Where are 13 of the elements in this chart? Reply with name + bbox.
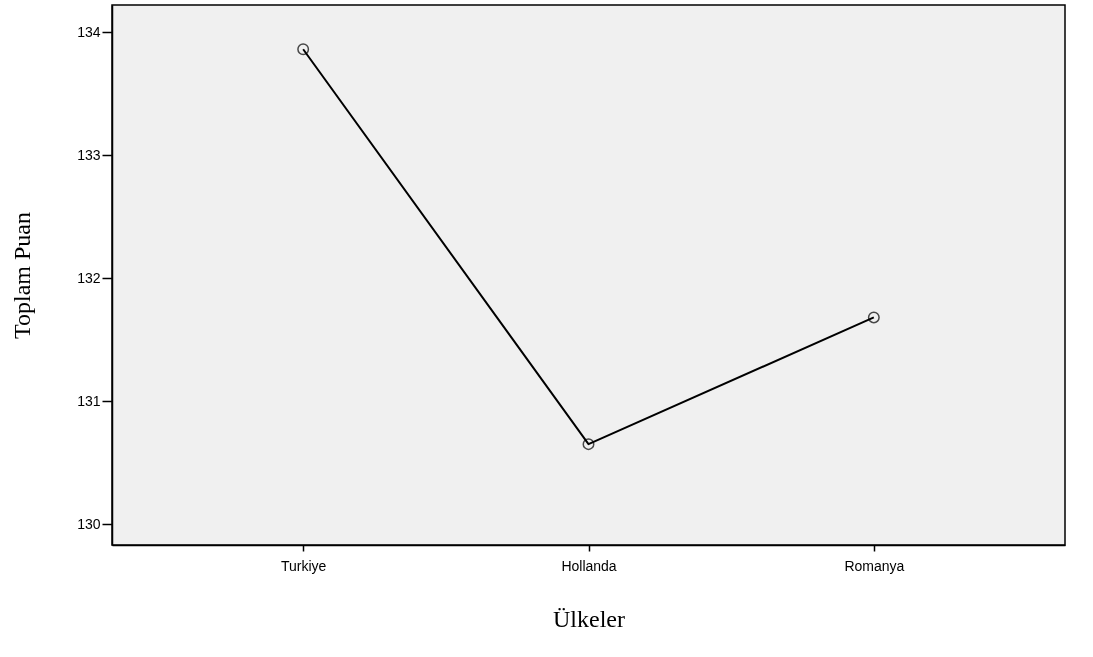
y-axis-title: Toplam Puan xyxy=(9,212,36,339)
x-axis-title: Ülkeler xyxy=(553,605,625,632)
x-tick-label: Hollanda xyxy=(561,557,617,574)
x-tick-label: Romanya xyxy=(844,557,905,574)
y-tick-label: 134 xyxy=(77,23,101,40)
point xyxy=(582,438,595,451)
y-tick-label: 130 xyxy=(77,515,101,532)
point xyxy=(867,311,880,324)
y-tick-label: 132 xyxy=(77,269,101,286)
point xyxy=(297,43,310,56)
y-tick-label: 133 xyxy=(77,146,101,163)
x-tick-label: Turkiye xyxy=(280,557,327,574)
y-tick-label: 131 xyxy=(77,392,101,409)
